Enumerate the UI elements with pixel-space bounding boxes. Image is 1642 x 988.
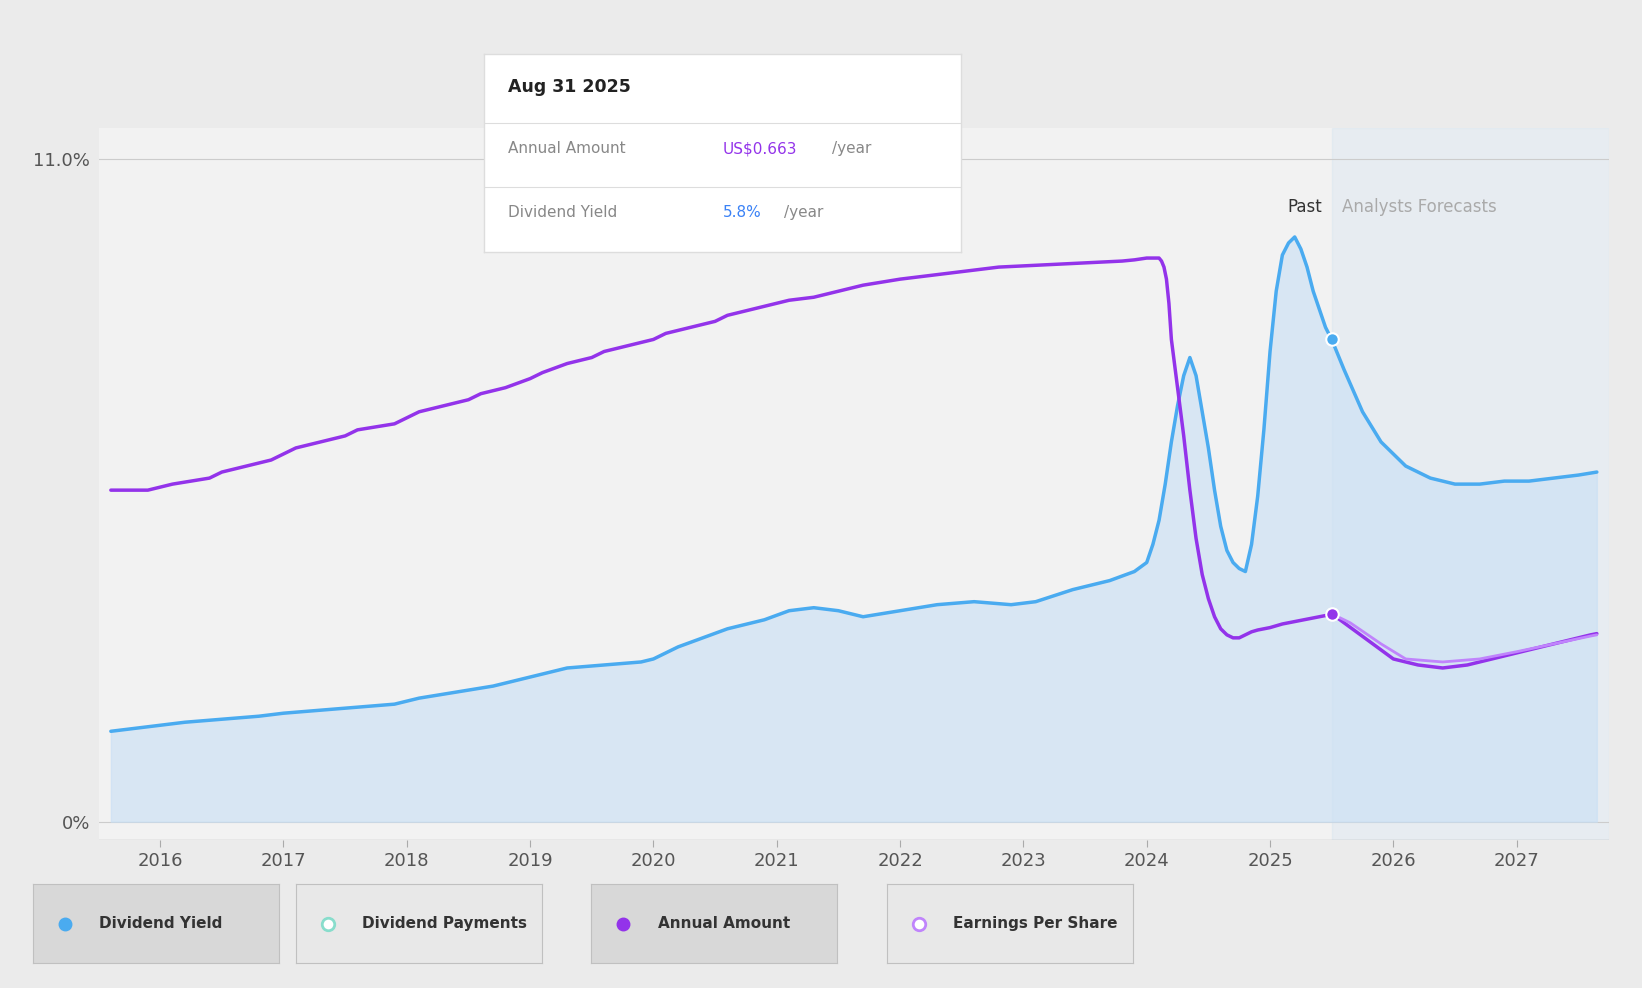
Text: Analysts Forecasts: Analysts Forecasts [1342, 199, 1496, 216]
Text: Earnings Per Share: Earnings Per Share [952, 916, 1118, 932]
Text: Annual Amount: Annual Amount [657, 916, 790, 932]
Text: Annual Amount: Annual Amount [509, 141, 626, 156]
Text: Dividend Payments: Dividend Payments [361, 916, 527, 932]
Text: Past: Past [1287, 199, 1322, 216]
Text: 5.8%: 5.8% [722, 205, 762, 219]
Text: /year: /year [832, 141, 872, 156]
Text: Dividend Yield: Dividend Yield [509, 205, 617, 219]
Bar [1332, 128, 1609, 840]
Text: US$0.663: US$0.663 [722, 141, 796, 156]
Text: Dividend Yield: Dividend Yield [99, 916, 223, 932]
Text: Aug 31 2025: Aug 31 2025 [509, 78, 631, 96]
Text: /year: /year [785, 205, 824, 219]
